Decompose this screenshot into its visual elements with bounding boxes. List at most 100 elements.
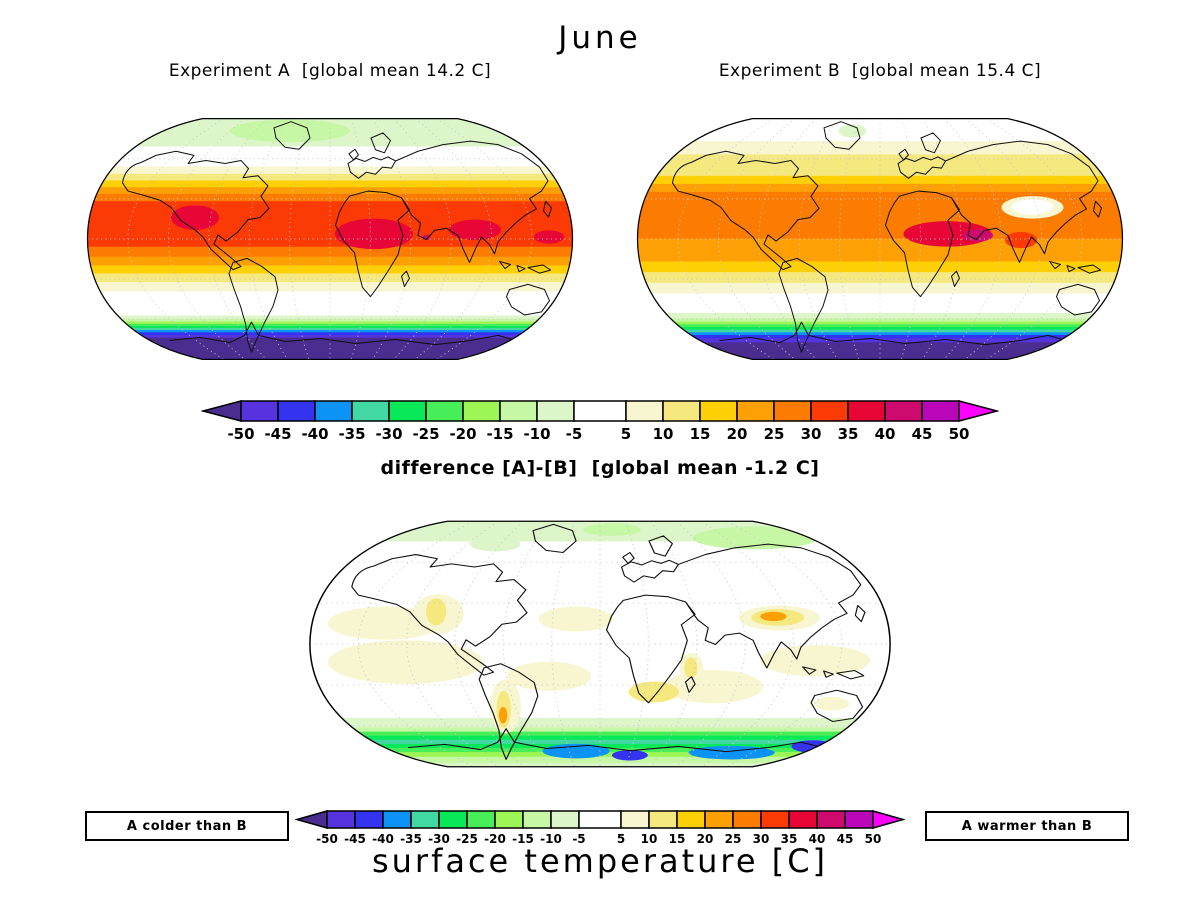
colorbar-cell bbox=[354, 810, 384, 829]
colorbar-tick-label: 5 bbox=[621, 425, 631, 443]
map-experiment-a bbox=[86, 118, 574, 360]
colorbar-cell bbox=[550, 810, 580, 829]
colorbar-cell bbox=[522, 810, 552, 829]
colorbar-cell bbox=[494, 810, 524, 829]
temperature-anomaly bbox=[449, 219, 501, 241]
colorbar-tick-label: -30 bbox=[375, 425, 402, 443]
colorbar-tick-label: -50 bbox=[227, 425, 254, 443]
temperature-anomaly bbox=[611, 750, 648, 761]
colorbar-cell bbox=[326, 810, 356, 829]
temperature-anomaly bbox=[425, 598, 447, 626]
colorbar-cell bbox=[648, 810, 678, 829]
panel-b-title: Experiment B [global mean 15.4 C] bbox=[718, 61, 1042, 81]
colorbar-cell bbox=[536, 400, 575, 422]
difference-title: difference [A]-[B] [global mean -1.2 C] bbox=[380, 457, 820, 479]
graticule bbox=[637, 118, 1123, 360]
colorbar-cell bbox=[788, 810, 818, 829]
graticule bbox=[87, 118, 573, 360]
colorbar-cell bbox=[425, 400, 464, 422]
colorbar-arrow-low bbox=[295, 810, 328, 829]
colorbar-tick-label: 20 bbox=[727, 425, 748, 443]
colorbar-cell bbox=[240, 400, 279, 422]
colorbar-cell bbox=[844, 810, 874, 829]
colorbar-cell bbox=[884, 400, 923, 422]
colorbar-cell bbox=[573, 400, 627, 422]
colorbar-cell bbox=[816, 810, 846, 829]
colorbar-cell bbox=[676, 810, 706, 829]
colorbar-tick-label: -15 bbox=[486, 425, 513, 443]
colorbar-arrow-high bbox=[872, 810, 905, 829]
figure-title: June bbox=[558, 20, 642, 56]
cbar-bottom-svg: -50 -45 -40 -35 -30 -25 -20 -15 -10 -5 5 10 15 20 25 30… bbox=[295, 810, 905, 846]
temperature-anomaly bbox=[760, 611, 787, 622]
colorbar-tick-label: -35 bbox=[338, 425, 365, 443]
map-outline bbox=[309, 520, 891, 768]
colorbar-cell bbox=[410, 810, 440, 829]
temperature-anomaly bbox=[507, 661, 592, 691]
colorbar-tick-label: 45 bbox=[837, 832, 854, 846]
colorbar-tick-label: -10 bbox=[523, 425, 550, 443]
colorbar-tick-label: -25 bbox=[412, 425, 439, 443]
temperature-anomaly bbox=[1011, 199, 1054, 215]
temperature-anomaly bbox=[791, 740, 835, 753]
colorbar-cell bbox=[773, 400, 812, 422]
colorbar-tick-label: 50 bbox=[865, 832, 882, 846]
colorbar-tick-label: 45 bbox=[912, 425, 933, 443]
colorbar-tick-label: -45 bbox=[264, 425, 291, 443]
colorbar-tick-label: -5 bbox=[566, 425, 583, 443]
colorbar-cell bbox=[736, 400, 775, 422]
map-outline bbox=[86, 118, 574, 360]
colorbar-cell bbox=[699, 400, 738, 422]
colorbar-tick-label: -25 bbox=[456, 832, 478, 846]
colorbar-cell bbox=[847, 400, 886, 422]
colorbar-cell bbox=[578, 810, 622, 829]
temperature-anomaly bbox=[171, 205, 219, 230]
colorbar-tick-label: -5 bbox=[572, 832, 585, 846]
colorbar-cell bbox=[277, 400, 316, 422]
colorbar-tick-label: 40 bbox=[875, 425, 896, 443]
colorbar-tick-label: 5 bbox=[617, 832, 625, 846]
colorbar-tick-label: -50 bbox=[316, 832, 338, 846]
map-outline bbox=[636, 118, 1124, 360]
warmer-than-label-box: A warmer than B bbox=[925, 811, 1129, 841]
colorbar-tick-label: 25 bbox=[725, 832, 742, 846]
colorbar-tick-label: -40 bbox=[301, 425, 328, 443]
colorbar-tick-label: -15 bbox=[512, 832, 534, 846]
temperature-anomaly bbox=[838, 124, 867, 138]
colorbar-tick-label: -45 bbox=[344, 832, 366, 846]
colorbar-tick-label: 10 bbox=[641, 832, 658, 846]
temperature-anomaly bbox=[335, 218, 413, 250]
colorbar-bottom: -50 -45 -40 -35 -30 -25 -20 -15 -10 -5 5 10 15 20 25 30… bbox=[295, 810, 905, 846]
colorbar-cell bbox=[388, 400, 427, 422]
colorbar-cell bbox=[760, 810, 790, 829]
colorbar-tick-label: 10 bbox=[653, 425, 674, 443]
temperature-anomaly bbox=[498, 706, 508, 724]
colorbar-cell bbox=[810, 400, 849, 422]
temperature-anomaly bbox=[664, 670, 763, 704]
colder-than-label-box: A colder than B bbox=[85, 811, 289, 841]
colorbar-cell bbox=[704, 810, 734, 829]
colorbar-cell bbox=[625, 400, 664, 422]
colorbar-cell bbox=[438, 810, 468, 829]
map-difference bbox=[309, 520, 891, 768]
colorbar-cell bbox=[462, 400, 501, 422]
temperature-anomaly bbox=[230, 119, 350, 143]
colorbar-cell bbox=[314, 400, 353, 422]
map-experiment-b bbox=[636, 118, 1124, 360]
panel-a-title: Experiment A [global mean 14.2 C] bbox=[168, 61, 492, 81]
colorbar-tick-label: -20 bbox=[449, 425, 476, 443]
colorbar-tick-label: -10 bbox=[540, 832, 562, 846]
colorbar-tick-label: 15 bbox=[690, 425, 711, 443]
colorbar-tick-label: 30 bbox=[753, 832, 770, 846]
temperature-anomaly bbox=[692, 526, 819, 550]
colorbar-cell bbox=[662, 400, 701, 422]
figure-caption: surface temperature [C] bbox=[371, 842, 829, 880]
colorbar-tick-label: -40 bbox=[372, 832, 394, 846]
colorbar-top: -50 -45 -40 -35 -30 -25 -20 -15 -10 -5 5 10 15 20 25 30… bbox=[201, 400, 999, 444]
temperature-anomaly bbox=[684, 657, 698, 679]
temperature-anomaly bbox=[813, 697, 850, 711]
temperature-anomaly bbox=[1005, 231, 1037, 249]
temperature-anomaly bbox=[583, 523, 641, 536]
temperature-anomaly bbox=[628, 681, 679, 703]
colorbar-cell bbox=[620, 810, 650, 829]
